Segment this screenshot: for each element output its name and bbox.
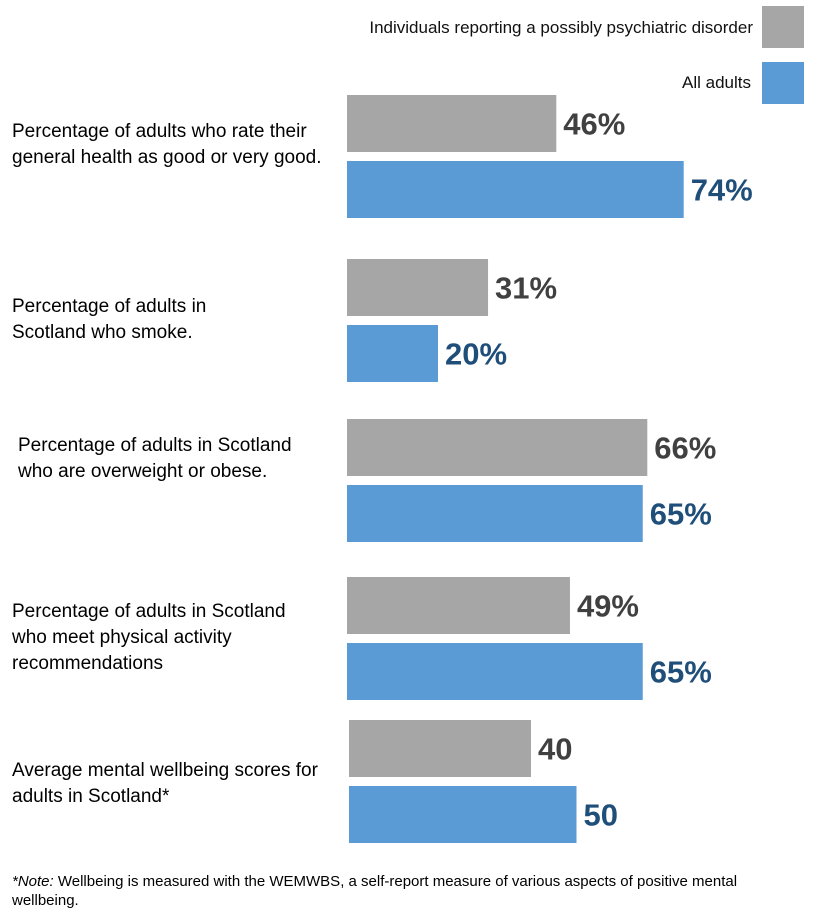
category-label-smoke: Percentage of adults in Scotland who smo… [12,296,207,343]
data-label-all-adults-4: 65% [650,655,712,690]
bar-disorder-1 [347,95,557,152]
data-label-disorder-4: 49% [577,589,639,624]
bar-disorder-5 [349,720,531,777]
data-label-all-adults-2: 20% [445,337,507,372]
bar-all-adults-5 [349,786,577,843]
legend-label-disorder: Individuals reporting a possibly psychia… [369,18,753,37]
legend-swatch-disorder [762,6,804,48]
data-label-disorder-3: 66% [654,431,716,466]
data-label-disorder-5: 40 [538,732,572,767]
footnote-prefix: *Note: [12,873,54,890]
footnote: *Note: Wellbeing is measured with the WE… [12,872,802,910]
legend-swatch-all-adults [762,62,804,104]
data-label-all-adults-5: 50 [584,798,618,833]
bar-all-adults-3 [347,485,643,542]
data-label-disorder-2: 31% [495,271,557,306]
bar-all-adults-2 [347,325,438,382]
data-label-all-adults-1: 74% [691,173,753,208]
data-label-disorder-1: 46% [563,107,625,142]
category-label-wellbeing: Average mental wellbeing scores for adul… [12,760,318,807]
legend-label-all-adults: All adults [682,73,751,92]
bar-disorder-3 [347,419,648,476]
bar-all-adults-1 [347,161,684,218]
bar-chart: 46% 74% 31% 20% 66% 65% 49% 65% 40 50 [347,95,753,843]
bar-all-adults-4 [347,643,643,700]
footnote-text: Wellbeing is measured with the WEMWBS, a… [12,873,738,909]
bar-disorder-2 [347,259,489,316]
category-label-overweight: Percentage of adults in Scotland who are… [18,435,292,482]
category-label-general-health: Percentage of adults who rate their gene… [12,121,322,168]
data-label-all-adults-3: 65% [650,497,712,532]
bar-disorder-4 [347,577,570,634]
category-label-physical-activity: Percentage of adults in Scotland who mee… [12,601,286,674]
